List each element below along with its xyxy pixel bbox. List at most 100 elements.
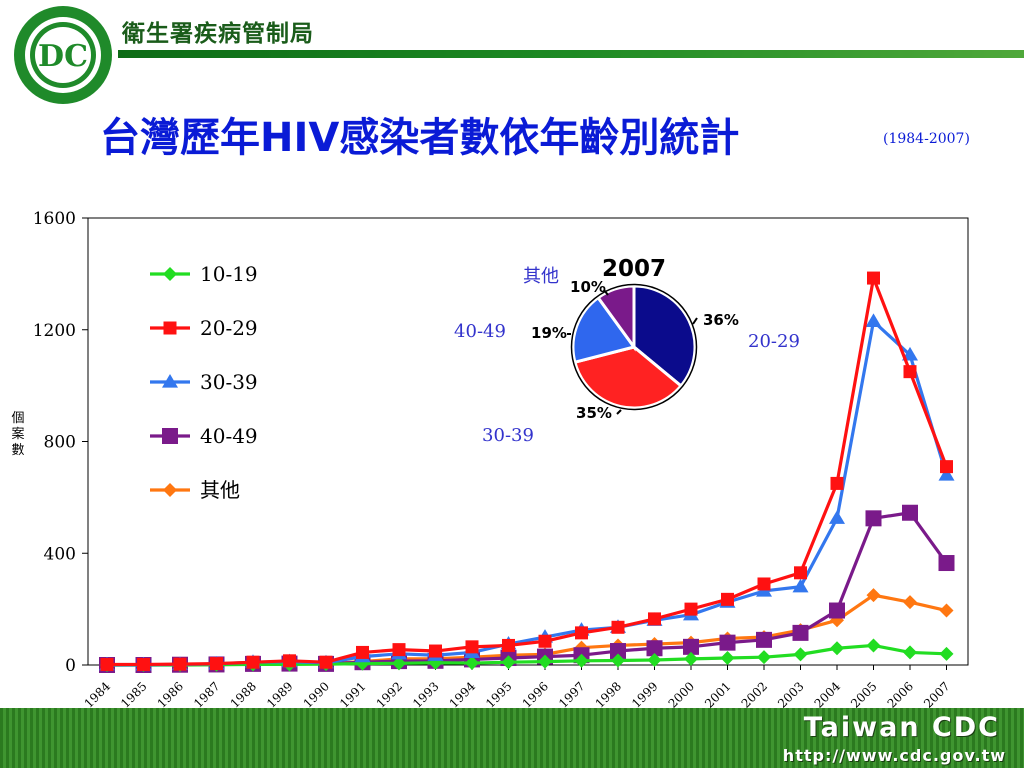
pie-category-label: 40-49: [454, 321, 506, 342]
data-point-20-29: [137, 657, 150, 671]
x-tick-label: 1996: [520, 679, 551, 708]
pie-leader-line: [616, 409, 622, 415]
data-point-20-29: [210, 657, 223, 671]
x-tick-label: 2002: [739, 679, 770, 708]
data-point-40-49: [683, 638, 699, 655]
data-point-20-29: [283, 654, 296, 668]
data-point-10-19: [793, 647, 808, 662]
data-point-30-39: [938, 467, 955, 481]
pie-title: 2007: [602, 256, 666, 282]
data-point-20-29: [502, 638, 515, 652]
data-point-20-29: [611, 620, 625, 634]
data-point-40-49: [902, 504, 918, 521]
x-tick-label: 1989: [264, 679, 295, 708]
y-tick-label: 800: [44, 433, 76, 453]
y-tick-label: 1200: [33, 321, 76, 341]
data-point-10-19: [538, 654, 552, 669]
x-tick-label: 1984: [82, 679, 114, 708]
x-tick-label: 2007: [921, 679, 952, 708]
data-point-20-29: [538, 634, 552, 648]
data-point-20-29: [429, 644, 442, 658]
data-point-20-29: [903, 365, 917, 379]
data-point-其他: [866, 588, 881, 603]
x-tick-label: 1998: [593, 679, 624, 708]
y-axis-label: 個案數: [11, 411, 24, 458]
x-tick-label: 1986: [155, 679, 186, 708]
data-point-10-19: [501, 655, 516, 670]
x-tick-label: 1999: [629, 679, 660, 708]
y-tick-label: 400: [44, 544, 76, 564]
pie-leader-line: [692, 317, 698, 325]
pie-category-label: 其他: [523, 266, 559, 287]
page-title: 台灣歷年HIV感染者數依年齡別統計: [100, 115, 740, 161]
data-point-20-29: [940, 460, 953, 474]
legend-label: 20-29: [200, 316, 258, 340]
data-point-10-19: [574, 653, 589, 668]
pie-percent-label: 35%: [576, 404, 612, 422]
data-point-20-29: [246, 655, 260, 669]
x-tick-label: 2006: [885, 679, 916, 708]
data-point-20-29: [757, 577, 771, 591]
data-point-10-19: [939, 646, 954, 661]
pie-percent-label: 36%: [703, 311, 739, 329]
data-point-其他: [939, 603, 954, 618]
x-tick-label: 2005: [848, 679, 879, 708]
footer-url[interactable]: http://www.cdc.gov.tw: [782, 746, 1006, 765]
data-point-10-19: [684, 651, 698, 666]
pie-slice-20-29: [632, 284, 697, 388]
x-tick-label: 2003: [775, 679, 806, 708]
legend-marker: [163, 321, 177, 335]
data-point-40-49: [829, 602, 845, 619]
cdc-logo: DC: [14, 6, 112, 104]
pie-outline: [570, 283, 698, 411]
data-point-20-29: [794, 566, 807, 580]
pie-slice-30-39: [573, 345, 684, 410]
data-point-其他: [903, 595, 917, 610]
data-point-20-29: [100, 657, 114, 671]
data-point-40-49: [646, 640, 663, 657]
pie-slice-40-49: [571, 295, 637, 364]
pie-slice-其他: [596, 284, 636, 352]
data-point-20-29: [867, 271, 880, 285]
data-point-30-39: [829, 510, 845, 524]
data-point-40-49: [610, 643, 626, 660]
x-tick-label: 2000: [666, 679, 697, 708]
legend-label: 10-19: [200, 262, 258, 286]
data-point-10-19: [866, 638, 881, 653]
x-tick-label: 1992: [374, 679, 405, 708]
data-point-10-19: [392, 656, 406, 671]
plot-area: [87, 217, 969, 666]
footer-band: Taiwan CDC http://www.cdc.gov.tw: [0, 708, 1024, 768]
data-point-40-49: [865, 510, 882, 527]
x-tick-label: 1994: [447, 679, 479, 708]
svg-text:DC: DC: [38, 39, 88, 74]
legend-label: 40-49: [200, 424, 258, 448]
legend-marker: [162, 374, 178, 388]
x-tick-label: 1995: [483, 679, 514, 708]
data-point-10-19: [465, 656, 479, 671]
legend-marker: [163, 483, 177, 497]
pie-category-label: 30-39: [482, 425, 534, 446]
x-tick-label: 1997: [556, 679, 587, 708]
pie-percent-label: 10%: [570, 278, 606, 296]
data-point-10-19: [757, 650, 771, 665]
pie-leader-line: [603, 289, 609, 296]
data-point-10-19: [903, 645, 917, 660]
legend-label: 其他: [200, 478, 240, 502]
data-point-20-29: [465, 640, 479, 654]
data-point-40-49: [719, 634, 736, 651]
footer-brand: Taiwan CDC: [803, 712, 1000, 743]
data-point-20-29: [392, 643, 406, 657]
legend-label: 30-39: [200, 370, 258, 394]
data-point-20-29: [575, 626, 588, 640]
data-point-20-29: [648, 612, 661, 626]
x-tick-label: 1993: [410, 679, 441, 708]
data-point-10-19: [830, 641, 844, 656]
y-tick-label: 0: [65, 656, 76, 676]
x-tick-label: 2001: [702, 679, 733, 708]
data-point-20-29: [356, 645, 369, 659]
data-point-20-29: [721, 592, 734, 606]
data-point-20-29: [684, 602, 698, 616]
data-point-40-49: [792, 624, 809, 641]
data-point-20-29: [319, 655, 333, 669]
